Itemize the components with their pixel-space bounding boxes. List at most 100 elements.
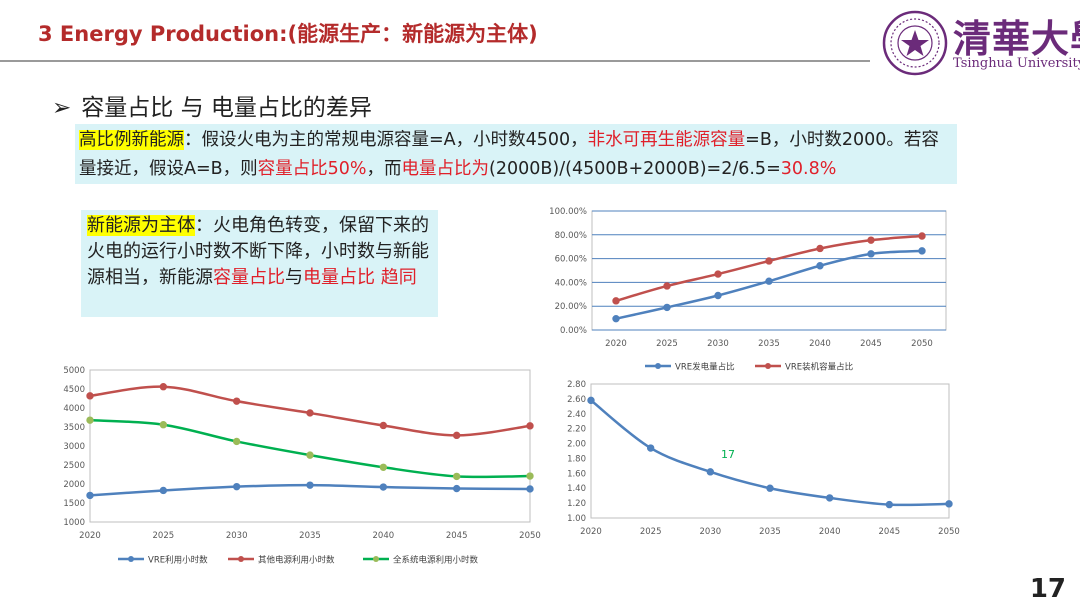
data-point [612, 297, 620, 305]
data-point [452, 431, 461, 440]
ratio-line-chart: 1.00 1.20 1.40 1.60 1.80 2.00 2.20 2.40 2.60 2.80… [567, 380, 960, 537]
data-point [232, 437, 241, 446]
data-point [918, 247, 926, 255]
x-tick-label: 2020 [605, 339, 627, 349]
x-tick-label: 2045 [860, 339, 882, 349]
box2-text-segment: ：火电角色转变，保留下来的火电的运行小时数不断下降，小时数与新能源相当，新能源 [87, 215, 429, 288]
data-point [306, 409, 314, 417]
legend-label: VRE装机容量占比 [785, 362, 853, 373]
y-tick-label: 20.00% [555, 302, 587, 312]
x-tick-label: 2040 [819, 527, 841, 537]
x-tick-label: 2050 [938, 527, 960, 537]
y-tick-label: 60.00% [555, 255, 587, 265]
data-point [706, 468, 715, 476]
data-point [379, 463, 388, 471]
share-line-chart: 0.00% 20.00% 40.00% 60.00% 80.00% 100.00% 2020… [549, 207, 947, 373]
y-tick-label: 4500 [63, 385, 85, 395]
data-point [526, 422, 534, 430]
y-tick-label: 1.40 [567, 484, 586, 494]
box1-text-segment: 30.8% [780, 159, 837, 179]
tsinghua-seal-logo [882, 10, 948, 76]
y-tick-label: 0.00% [560, 326, 587, 336]
y-tick-label: 2.80 [567, 380, 586, 390]
data-point [232, 482, 241, 491]
explanation-box-high-renewables: 高比例新能源：假设火电为主的常规电源容量=A，小时数4500，非水可再生能源容量… [75, 124, 957, 184]
slide-title: 3 Energy Production:(能源生产：新能源为主体) [38, 22, 538, 46]
legend-label: VRE利用小时数 [148, 555, 208, 566]
x-tick-label: 2035 [758, 339, 780, 349]
data-point [306, 451, 314, 459]
x-tick-label: 2045 [446, 531, 468, 541]
section-heading: ➢ 容量占比 与 电量占比的差异 [52, 88, 372, 122]
x-tick-label: 2045 [879, 527, 901, 537]
explanation-box-renewables-dominant: 新能源为主体：火电角色转变，保留下来的火电的运行小时数不断下降，小时数与新能源相… [81, 210, 438, 317]
y-tick-label: 1.80 [567, 454, 586, 464]
data-point [379, 421, 388, 430]
x-tick-label: 2030 [226, 531, 248, 541]
plot-area-frame [89, 369, 531, 523]
box1-text-segment: (2000B)/(4500B+2000B)=2/6.5= [489, 159, 781, 179]
y-tick-label: 4000 [63, 404, 85, 414]
box2-text-segment: 容量占比 [213, 267, 285, 288]
x-tick-label: 2040 [373, 531, 395, 541]
x-tick-label: 2020 [79, 531, 101, 541]
y-tick-label: 2.20 [567, 425, 586, 435]
x-tick-label: 2030 [700, 527, 722, 537]
box1-text-segment: 非水可再生能源容量 [587, 130, 746, 150]
series-line [89, 418, 531, 479]
chart-annotation: 17 [721, 448, 735, 461]
y-tick-label: 1000 [63, 518, 85, 528]
box1-text-segment: ：假设火电为主的常规电源容量=A，小时数4500， [184, 130, 588, 150]
box1-text-segment: ，而 [366, 159, 402, 179]
university-name-en: Tsinghua University [953, 56, 1080, 71]
data-point [86, 392, 94, 400]
x-tick-label: 2025 [153, 531, 175, 541]
data-point [765, 277, 773, 285]
data-point [918, 232, 926, 240]
data-point [306, 481, 314, 489]
data-point [945, 500, 953, 508]
legend-swatch-marker [373, 556, 379, 562]
data-point [526, 472, 534, 480]
box2-text-segment: 与 [285, 267, 303, 288]
data-point [86, 416, 94, 424]
legend-swatch-marker [128, 556, 134, 562]
data-point [526, 485, 534, 493]
box1-text-segment: 电量占比为 [401, 159, 490, 179]
box1-text-segment: 容量占比50% [257, 159, 367, 179]
x-tick-label: 2035 [759, 527, 781, 537]
data-point [159, 383, 168, 391]
data-point [714, 291, 722, 300]
section-heading-text: 容量占比 与 电量占比的差异 [81, 95, 372, 121]
y-tick-label: 1500 [63, 499, 85, 509]
legend-label: VRE发电量占比 [675, 362, 735, 373]
y-tick-label: 2000 [63, 480, 85, 490]
title-divider [0, 60, 870, 62]
y-tick-label: 1.20 [567, 499, 586, 509]
y-tick-label: 2500 [63, 461, 85, 471]
data-point [816, 244, 824, 253]
data-point [452, 484, 461, 493]
arrow-bullet-icon: ➢ [52, 95, 72, 121]
y-tick-label: 1.60 [567, 469, 586, 479]
y-tick-label: 2.60 [567, 395, 586, 405]
y-tick-label: 1.00 [567, 514, 586, 524]
y-tick-label: 5000 [63, 366, 85, 376]
y-tick-label: 2.00 [567, 440, 586, 450]
page-number: 17 [1029, 574, 1066, 604]
legend-label: 其他电源利用小时数 [258, 555, 335, 566]
legend-swatch-marker [655, 363, 661, 369]
data-point [663, 282, 671, 290]
data-point [766, 484, 774, 492]
data-point [867, 236, 875, 244]
y-tick-label: 3500 [63, 423, 85, 433]
x-tick-label: 2050 [519, 531, 541, 541]
university-name-cn: 清華大學 [953, 16, 1080, 61]
data-point [867, 250, 875, 258]
data-point [587, 396, 595, 405]
x-tick-label: 2030 [707, 339, 729, 349]
x-tick-label: 2050 [911, 339, 933, 349]
x-tick-label: 2020 [580, 527, 602, 537]
y-tick-label: 2.40 [567, 410, 586, 420]
data-point [159, 421, 168, 429]
